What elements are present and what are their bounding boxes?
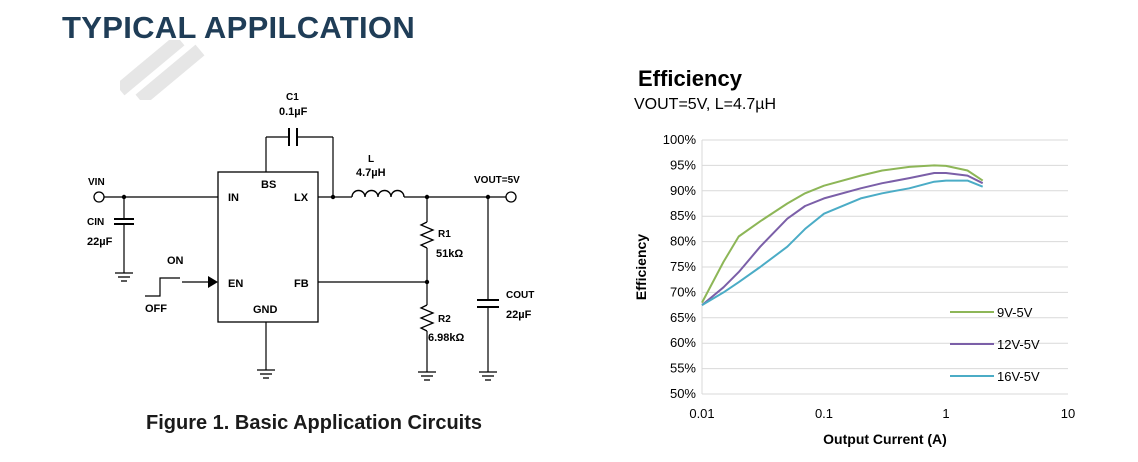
series-line-12V-5V: [701, 172, 984, 306]
pin-in: IN: [228, 192, 239, 204]
x-tick-label: 1: [942, 406, 949, 421]
r1-resistor-icon: [419, 221, 435, 249]
vout-label: VOUT=5V: [474, 175, 520, 186]
r2-value: 6.98kΩ: [428, 332, 465, 344]
cout-capacitor-icon: [477, 299, 499, 308]
legend-label: 16V-5V: [997, 369, 1040, 384]
pin-en: EN: [228, 278, 243, 290]
pin-fb: FB: [294, 278, 309, 290]
y-tick-label: 50%: [670, 386, 696, 401]
y-tick-label: 85%: [670, 208, 696, 223]
pin-gnd: GND: [253, 304, 278, 316]
y-tick-label: 100%: [663, 132, 697, 147]
cin-value: 22µF: [87, 236, 113, 248]
y-tick-label: 70%: [670, 284, 696, 299]
vin-label: VIN: [88, 177, 105, 188]
legend-label: 9V-5V: [997, 305, 1033, 320]
y-tick-label: 80%: [670, 234, 696, 249]
cin-name: CIN: [87, 217, 104, 228]
series-line-16V-5V: [701, 179, 984, 306]
y-tick-label: 60%: [670, 335, 696, 350]
y-tick-label: 75%: [670, 259, 696, 274]
ic-chip: [217, 171, 319, 323]
chart-title: Efficiency: [638, 66, 743, 91]
x-tick-label: 10: [1061, 406, 1075, 421]
vout-terminal: [505, 191, 517, 203]
y-tick-label: 55%: [670, 361, 696, 376]
cout-value: 22µF: [506, 309, 532, 321]
c1-value: 0.1µF: [279, 106, 308, 118]
legend-label: 12V-5V: [997, 337, 1040, 352]
x-tick-label: 0.01: [689, 406, 714, 421]
cout-name: COUT: [506, 290, 534, 301]
application-circuit: BS IN LX EN FB GND: [87, 92, 534, 381]
chart-subtitle: VOUT=5V, L=4.7µH: [634, 96, 776, 113]
figure-caption: Figure 1. Basic Application Circuits: [146, 412, 482, 434]
r1-value: 51kΩ: [436, 248, 463, 260]
y-axis-label: Efficiency: [633, 234, 649, 300]
x-tick-label: 0.1: [815, 406, 833, 421]
y-tick-label: 65%: [670, 310, 696, 325]
pin-lx: LX: [294, 192, 309, 204]
r1-name: R1: [438, 229, 451, 240]
ground-icon: [115, 272, 497, 381]
inductor-icon: [351, 189, 405, 198]
c1-capacitor-icon: [288, 128, 298, 146]
off-label: OFF: [145, 303, 167, 315]
x-axis-label: Output Current (A): [823, 431, 947, 447]
cin-capacitor-icon: [114, 218, 134, 225]
en-arrow-icon: [208, 276, 218, 288]
vin-terminal: [93, 191, 105, 203]
y-tick-label: 95%: [670, 157, 696, 172]
y-tick-label: 90%: [670, 183, 696, 198]
efficiency-chart: Efficiency VOUT=5V, L=4.7µH 50% 55% 60% 65%…: [633, 66, 1075, 447]
section-title: TYPICAL APPILCATION: [62, 10, 416, 45]
pin-bs: BS: [261, 179, 276, 191]
on-label: ON: [167, 255, 184, 267]
r2-resistor-icon: [419, 304, 435, 332]
r2-name: R2: [438, 314, 451, 325]
series-line-9V-5V: [701, 164, 984, 304]
l-value: 4.7µH: [356, 167, 386, 179]
l-name: L: [368, 154, 374, 165]
c1-name: C1: [286, 92, 299, 103]
